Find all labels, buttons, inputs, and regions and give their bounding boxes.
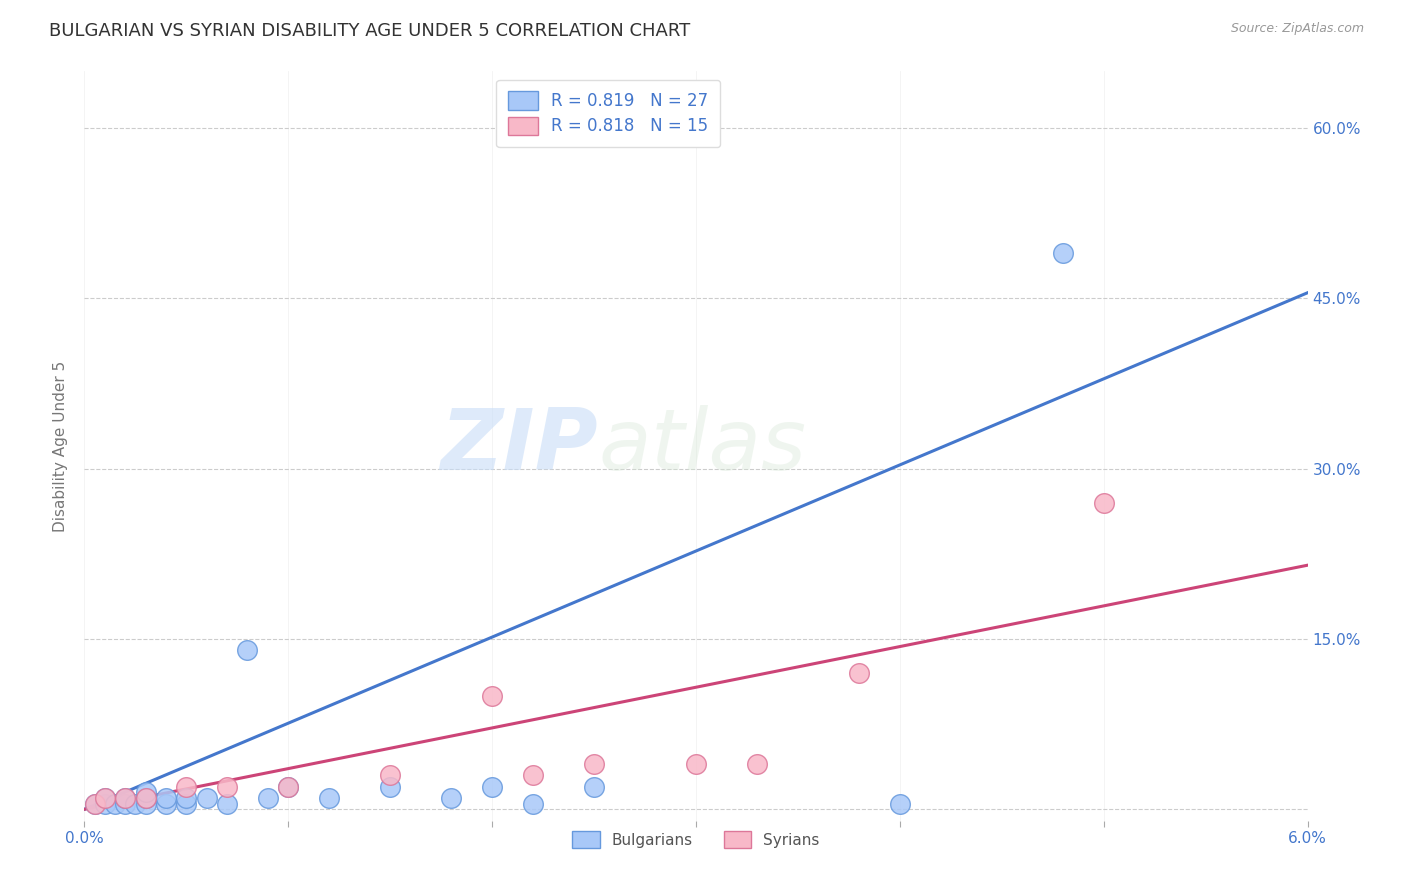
Point (583, 756, 606, 771)
Point (135, 797, 157, 811)
Point (135, 785, 157, 799)
Point (747, 756, 769, 771)
Point (481, 689, 503, 703)
Point (135, 791, 157, 805)
Point (481, 780, 503, 794)
Point (124, 797, 146, 811)
Point (257, 791, 280, 805)
Point (440, 791, 463, 805)
Point (83, 797, 105, 811)
Point (522, 797, 544, 811)
Point (114, 791, 136, 805)
Point (380, 768, 402, 782)
Point (217, 780, 239, 794)
Point (522, 768, 544, 782)
Point (236, 643, 259, 657)
Point (93, 791, 117, 805)
Y-axis label: Disability Age Under 5: Disability Age Under 5 (53, 360, 69, 532)
Point (176, 791, 198, 805)
Point (83, 797, 105, 811)
Point (135, 791, 157, 805)
Point (380, 780, 402, 794)
Point (583, 780, 606, 794)
Legend: Bulgarians, Syrians: Bulgarians, Syrians (567, 825, 825, 855)
Point (318, 791, 340, 805)
Point (93, 797, 117, 811)
Point (155, 791, 177, 805)
Point (104, 797, 127, 811)
Text: Source: ZipAtlas.com: Source: ZipAtlas.com (1230, 22, 1364, 36)
Point (114, 797, 136, 811)
Text: BULGARIAN VS SYRIAN DISABILITY AGE UNDER 5 CORRELATION CHART: BULGARIAN VS SYRIAN DISABILITY AGE UNDER… (49, 22, 690, 40)
Point (114, 791, 136, 805)
Point (685, 756, 707, 771)
Point (155, 797, 177, 811)
Point (889, 797, 911, 811)
Point (277, 780, 299, 794)
Point (277, 780, 299, 794)
Text: ZIP: ZIP (440, 404, 598, 488)
Point (1052, 246, 1074, 260)
Text: atlas: atlas (598, 404, 806, 488)
Point (93, 791, 117, 805)
Point (176, 797, 198, 811)
Point (217, 797, 239, 811)
Point (195, 791, 218, 805)
Point (848, 666, 870, 681)
Point (1092, 496, 1115, 510)
Point (176, 780, 198, 794)
